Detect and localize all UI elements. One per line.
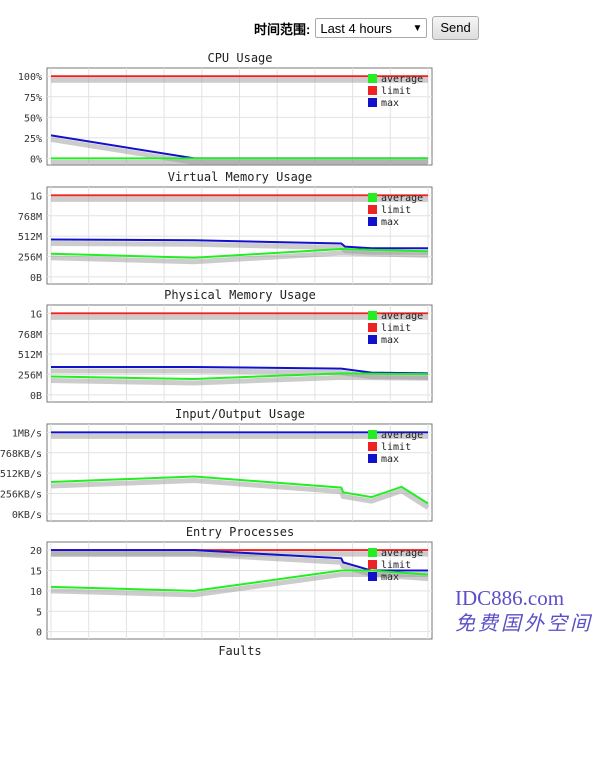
legend-label-max: max (381, 572, 399, 583)
series-line-average (50, 247, 429, 259)
y-tick-label: 768M (18, 211, 42, 222)
legend-label-max: max (381, 217, 399, 228)
time-range-label: 时间范围: (254, 21, 311, 37)
legend-swatch-limit (368, 204, 377, 214)
legend-swatch-limit (368, 560, 377, 569)
legend-label-average: average (381, 548, 423, 559)
y-tick-label: 25% (24, 134, 42, 145)
legend-label-max: max (381, 335, 399, 346)
y-tick-label: 0 (36, 628, 42, 639)
chart-1: Virtual Memory Usage 0B 256M 512M 768M 1G aver… (18, 170, 433, 284)
y-tick-label: 256M (18, 252, 42, 263)
y-tick-label: 1G (30, 191, 42, 202)
y-tick-label: 50% (24, 113, 42, 124)
chart-5: Faults (218, 644, 261, 658)
y-tick-label: 0% (30, 154, 42, 165)
y-tick-label: 512M (18, 232, 42, 243)
legend-swatch-limit (368, 86, 377, 95)
legend-label-max: max (381, 454, 399, 465)
series-shadow (50, 374, 429, 386)
legend-label-limit: limit (381, 442, 411, 453)
y-tick-label: 1MB/s (12, 428, 42, 439)
legend-label-limit: limit (381, 205, 411, 216)
legend-swatch-max (368, 572, 377, 581)
legend-swatch-average (368, 429, 377, 439)
legend-label-limit: limit (381, 323, 411, 334)
y-tick-label: 20 (30, 546, 42, 557)
legend-swatch-max (368, 98, 377, 107)
watermark-line1: IDC886.com (455, 586, 565, 610)
series-shadow (50, 477, 430, 510)
legend-label-limit: limit (381, 86, 411, 97)
series-line-average (50, 372, 429, 380)
y-tick-label: 768M (18, 330, 42, 341)
chart-title: CPU Usage (207, 51, 272, 65)
y-tick-label: 256KB/s (0, 489, 42, 500)
watermark-line2: 免费国外空间 (455, 613, 593, 635)
y-tick-label: 15 (30, 567, 42, 578)
watermark: IDC886.com 免费国外空间 (455, 585, 593, 637)
legend-label-average: average (381, 193, 423, 204)
chart-title: Input/Output Usage (175, 407, 305, 421)
y-tick-label: 0B (30, 391, 42, 402)
legend-swatch-average (368, 548, 377, 557)
time-range-select[interactable]: Last 4 hours ▼ (315, 18, 428, 38)
legend-label-max: max (381, 98, 399, 109)
y-tick-label: 100% (18, 72, 42, 83)
legend-swatch-average (368, 74, 377, 83)
legend-swatch-average (368, 311, 377, 320)
legend-label-average: average (381, 311, 423, 322)
y-tick-label: 0KB/s (12, 509, 42, 520)
legend-label-limit: limit (381, 560, 411, 571)
legend-swatch-max (368, 453, 377, 463)
series-line-max (50, 237, 428, 249)
legend-label-average: average (381, 430, 423, 441)
y-tick-label: 10 (30, 587, 42, 598)
chart-title: Virtual Memory Usage (168, 170, 313, 184)
legend-swatch-limit (368, 323, 377, 332)
legend-swatch-average (368, 192, 377, 202)
dropdown-arrow-icon: ▼ (412, 23, 423, 34)
chart-title: Entry Processes (186, 525, 294, 539)
series-line-average (50, 569, 429, 592)
legend-swatch-max (368, 216, 377, 226)
y-tick-label: 75% (24, 93, 42, 104)
time-range-form: 时间范围: Last 4 hours ▼ Send (254, 16, 479, 40)
y-tick-label: 0B (30, 272, 42, 283)
y-tick-label: 256M (18, 370, 42, 381)
legend-swatch-limit (368, 441, 377, 451)
chart-title: Faults (218, 644, 261, 658)
y-tick-label: 5 (36, 607, 42, 618)
y-tick-label: 512KB/s (0, 469, 42, 480)
y-tick-label: 1G (30, 309, 42, 320)
y-tick-label: 512M (18, 350, 42, 361)
chart-3: Input/Output Usage 0KB/s 256KB/s 512KB/s 768… (0, 407, 433, 521)
chart-title: Physical Memory Usage (164, 288, 316, 302)
legend-swatch-max (368, 335, 377, 344)
time-range-value: Last 4 hours (320, 21, 392, 36)
series-shadow (50, 572, 429, 598)
send-button[interactable]: Send (432, 16, 479, 40)
series-line-average (50, 474, 429, 504)
legend-label-average: average (381, 74, 423, 85)
y-tick-label: 768KB/s (0, 448, 42, 459)
series-shadow (50, 250, 429, 264)
chart-2: Physical Memory Usage 0B 256M 512M 768M 1G ave… (18, 288, 433, 403)
